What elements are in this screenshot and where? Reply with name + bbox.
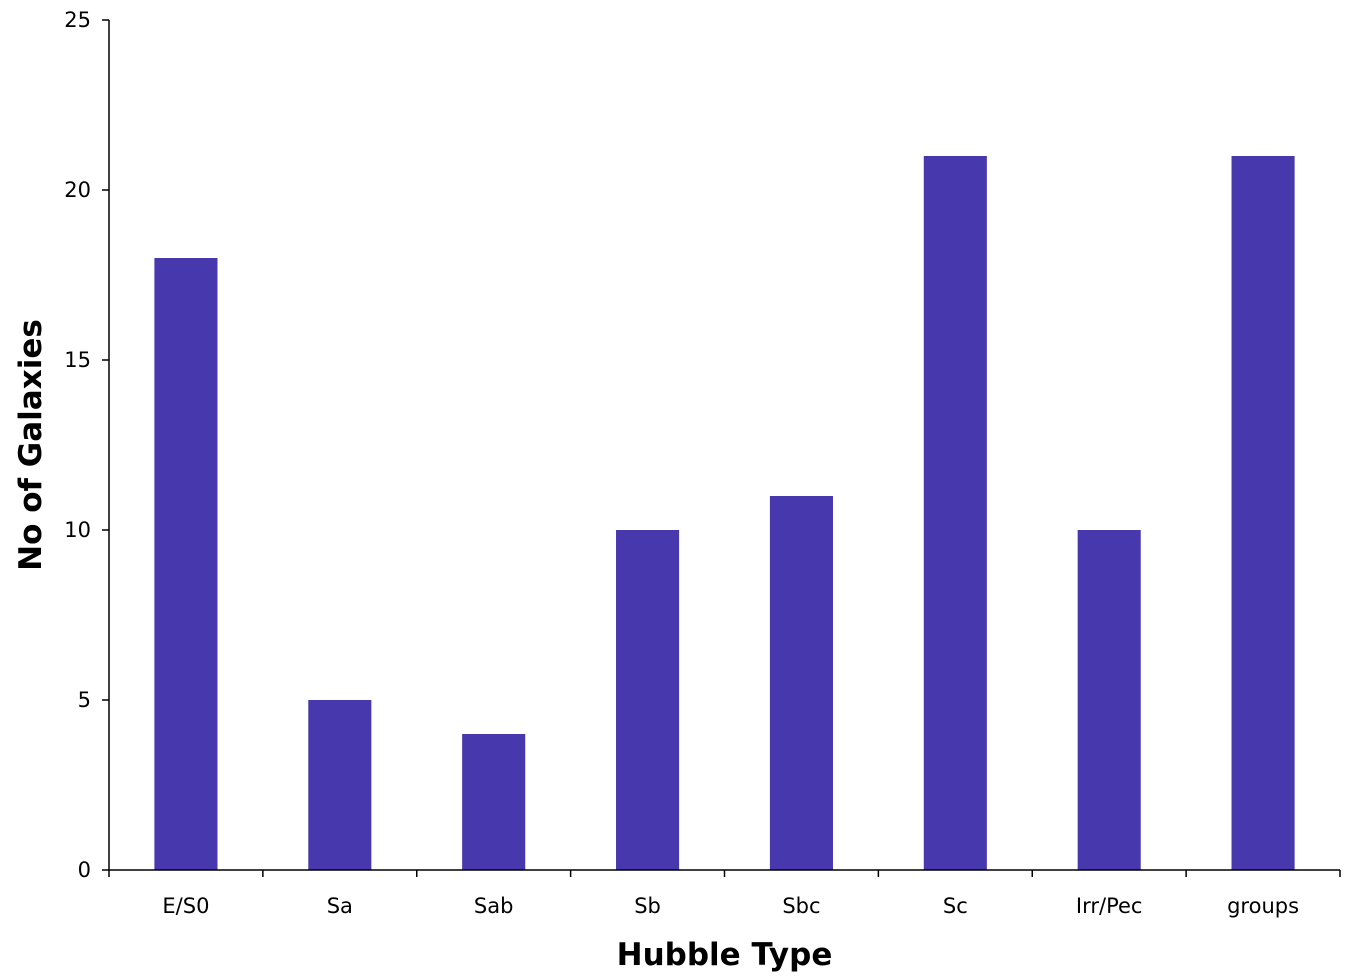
bar-groups [1231,156,1295,870]
x-axis: E/S0 Sa Sab Sb Sbc Sc Irr/Pec groups [108,869,1341,918]
y-tick-label: 25 [64,8,91,32]
y-tick-label: 5 [78,688,91,712]
bar-irr-pec [1077,530,1141,870]
y-tick-label: 10 [64,518,91,542]
x-tick-label: Sab [474,894,514,918]
bar-sab [462,734,526,870]
bar-sc [923,156,987,870]
bar-sb [616,530,680,870]
bar-sbc [769,496,833,870]
bars-group [154,156,1295,870]
x-tick-label: Sa [327,894,353,918]
x-tick-label: Sc [943,894,968,918]
y-axis: 0 5 10 15 20 25 [64,8,110,882]
x-axis-title: Hubble Type [617,937,833,973]
y-ticks: 0 5 10 15 20 25 [64,8,109,882]
y-tick-label: 15 [64,348,91,372]
x-tick-label: Irr/Pec [1076,894,1143,918]
x-tick-label: Sbc [782,894,820,918]
y-tick-label: 0 [78,858,91,882]
x-tick-label: groups [1227,894,1299,918]
y-tick-label: 20 [64,178,91,202]
x-tick-label: E/S0 [162,894,209,918]
x-ticks: E/S0 Sa Sab Sb Sbc Sc Irr/Pec groups [108,870,1341,918]
bar-e-s0 [154,258,218,870]
x-tick-label: Sb [634,894,661,918]
bar-sa [308,700,372,870]
y-axis-title: No of Galaxies [13,319,49,571]
